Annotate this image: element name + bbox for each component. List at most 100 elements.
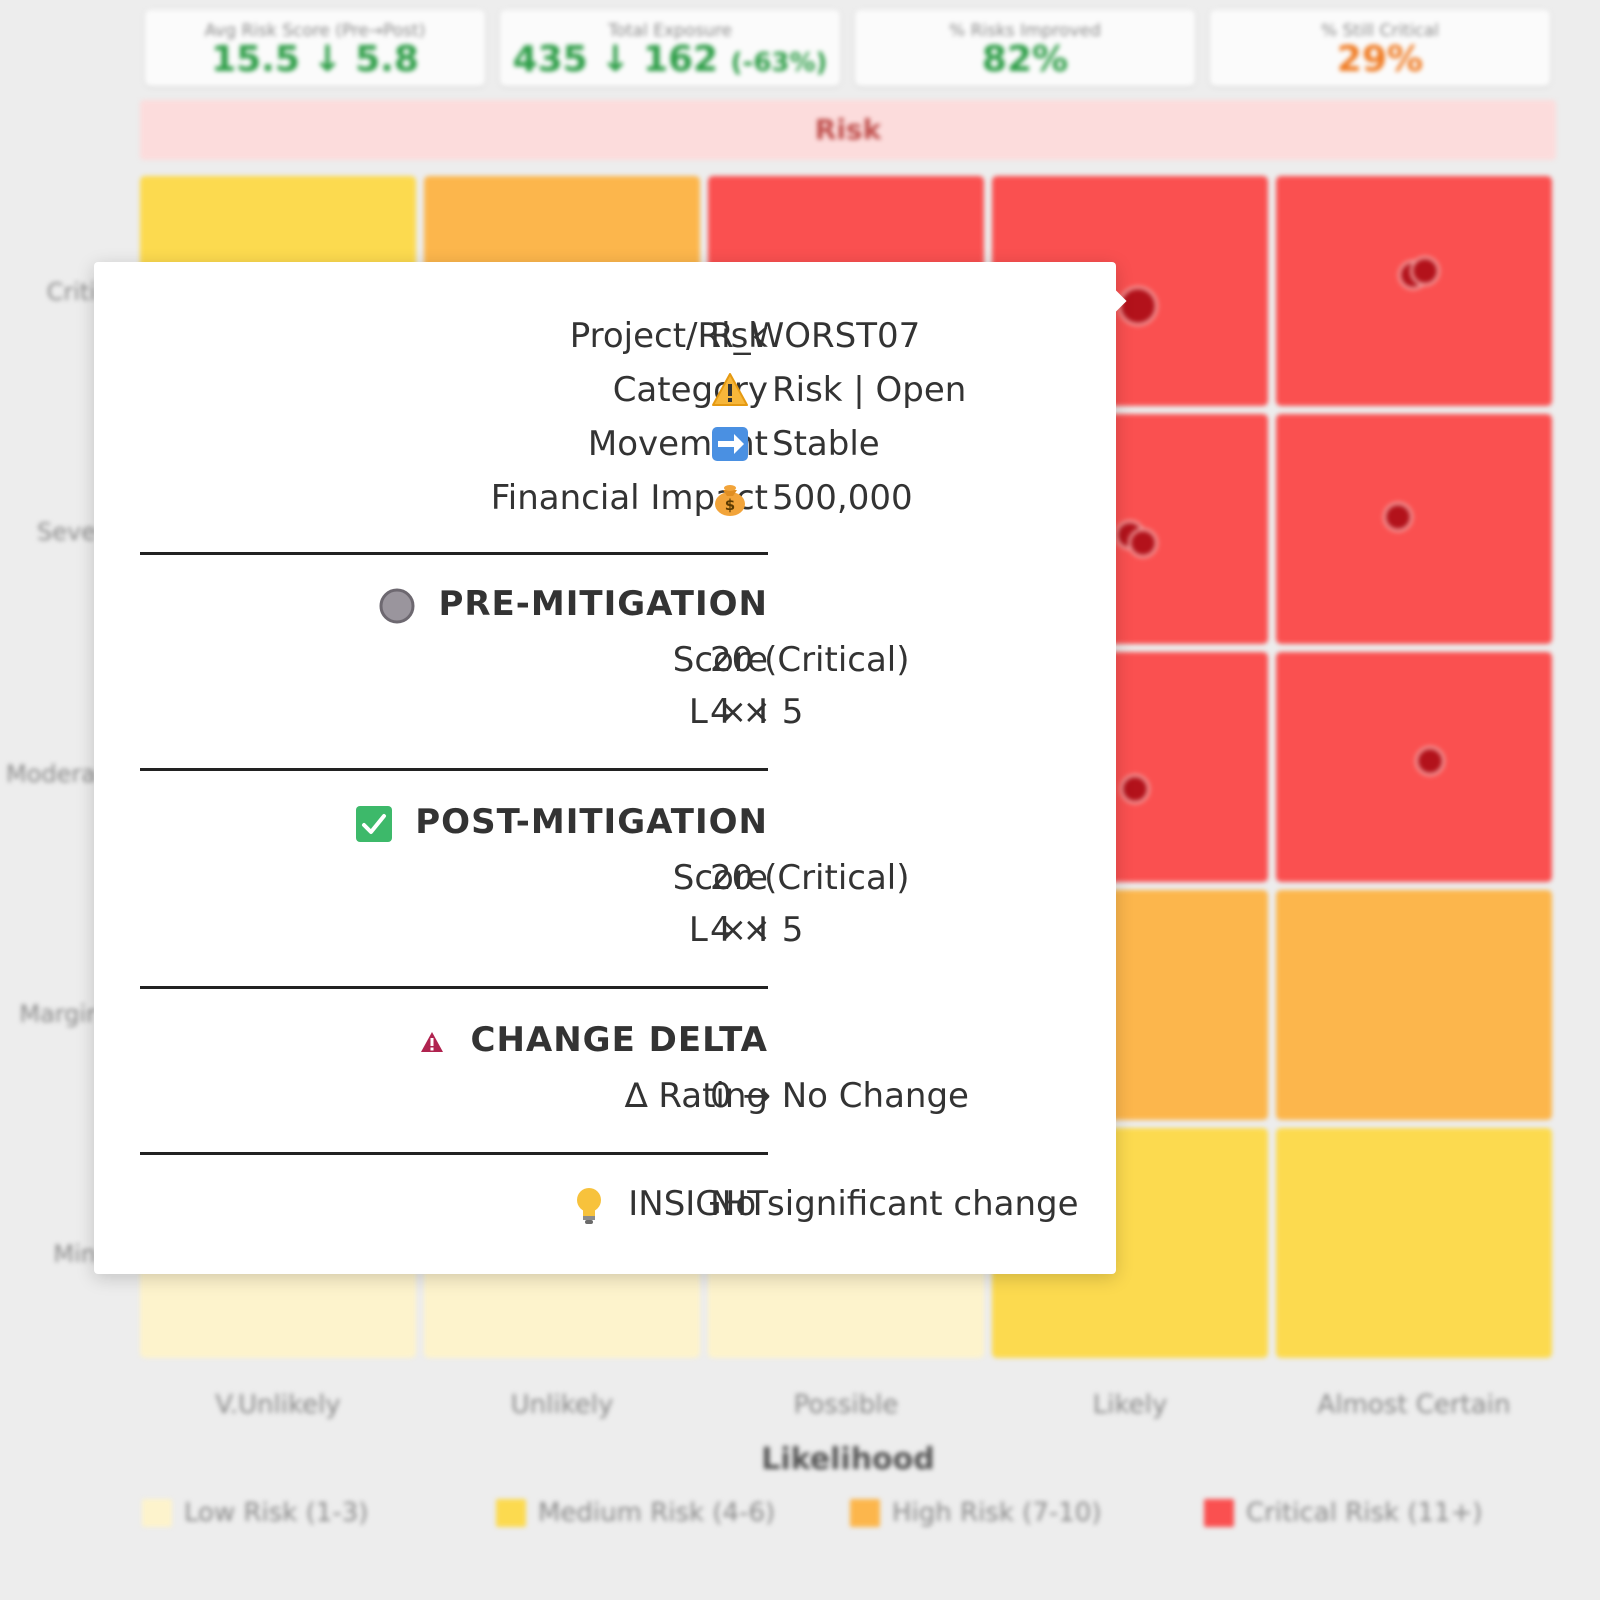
right-arrow-icon <box>712 427 748 461</box>
matrix-cell[interactable] <box>1276 1128 1552 1358</box>
tooltip-row-pre-lxi: L × I 4 × 5 <box>94 686 1116 738</box>
likelihood-axis-title: Likelihood <box>761 1442 935 1477</box>
impact-label: Margir <box>19 1000 96 1028</box>
matrix-title-band: Risk <box>140 100 1556 160</box>
tooltip-row-post-heading: POST-MITIGATION <box>94 796 1116 848</box>
kpi-card-risks-improved[interactable]: % Risks Improved 82% <box>855 10 1195 86</box>
risk-dot[interactable] <box>1120 774 1150 804</box>
post-heading-text: POST-MITIGATION <box>415 802 768 842</box>
tooltip-value: Risk | Open <box>710 364 966 416</box>
tooltip-value: 20 (Critical) <box>710 858 910 898</box>
pre-heading-text: PRE-MITIGATION <box>438 584 768 624</box>
tooltip-label: Movement <box>587 424 768 464</box>
risk-tooltip: Project/Risk R_WORST07 Category Risk | O… <box>94 262 1127 1274</box>
kpi-card-total-exposure[interactable]: Total Exposure 435 ↓ 162 (-63%) <box>500 10 840 86</box>
kpi-label: % Still Critical <box>1320 21 1440 41</box>
insight-label-text: INSIGHT <box>628 1184 768 1224</box>
legend-item-high[interactable]: High Risk (7-10) <box>850 1498 1101 1528</box>
legend-label: Medium Risk (4-6) <box>538 1498 776 1528</box>
risk-dot[interactable] <box>1415 746 1445 776</box>
financial-text: 500,000 <box>772 478 913 518</box>
warning-icon <box>712 373 748 406</box>
likelihood-label: Almost Certain <box>1317 1390 1511 1420</box>
warning-triangle-icon <box>420 1031 443 1052</box>
legend-swatch <box>850 1499 880 1527</box>
legend-label: Critical Risk (11+) <box>1246 1498 1483 1528</box>
matrix-cell[interactable] <box>1276 890 1552 1120</box>
tooltip-label: Score <box>672 640 768 680</box>
risk-dot[interactable] <box>1128 528 1158 558</box>
tooltip-label: L × I <box>688 910 768 950</box>
legend-item-critical[interactable]: Critical Risk (11+) <box>1204 1498 1483 1528</box>
kpi-value: 435 ↓ 162 (-63%) <box>500 40 840 83</box>
risk-dot[interactable] <box>1383 502 1413 532</box>
kpi-label: % Risks Improved <box>949 21 1101 41</box>
legend-label: Low Risk (1-3) <box>184 1498 369 1528</box>
tooltip-value: R_WORST07 <box>710 316 921 356</box>
likelihood-label: Possible <box>793 1390 899 1420</box>
tooltip-row-post-score: Score 20 (Critical) <box>94 852 1116 904</box>
tooltip-row-pre-score: Score 20 (Critical) <box>94 634 1116 686</box>
matrix-cell[interactable] <box>1276 414 1552 644</box>
grey-circle-icon <box>379 588 415 623</box>
likelihood-label: Unlikely <box>510 1390 614 1420</box>
tooltip-value: 0 → No Change <box>710 1076 969 1116</box>
legend-swatch <box>1204 1499 1234 1527</box>
tooltip-value: Stable <box>710 418 880 470</box>
tooltip-label: INSIGHT <box>148 1178 768 1230</box>
tooltip-divider <box>140 1152 768 1155</box>
tooltip-divider <box>140 768 768 771</box>
legend-label: High Risk (7-10) <box>892 1498 1102 1528</box>
tooltip-row-financial: Financial Impact $ 500,000 <box>94 472 1116 524</box>
kpi-value-main: 435 ↓ 162 <box>512 39 719 80</box>
tooltip-value: 4 × 5 <box>710 910 804 950</box>
tooltip-value: No significant change <box>710 1184 1079 1224</box>
likelihood-label: Likely <box>1092 1390 1168 1420</box>
likelihood-label: V.Unlikely <box>215 1390 341 1420</box>
kpi-label: Total Exposure <box>608 21 732 41</box>
impact-label: Min <box>53 1240 96 1268</box>
matrix-cell[interactable] <box>1276 652 1552 882</box>
tooltip-row-movement: Movement Stable <box>94 418 1116 470</box>
tooltip-row-post-lxi: L × I 4 × 5 <box>94 904 1116 956</box>
kpi-card-avg-score[interactable]: Avg Risk Score (Pre→Post) 15.5 ↓ 5.8 <box>145 10 485 86</box>
tooltip-divider <box>140 552 768 555</box>
impact-label: Modera <box>6 760 96 788</box>
kpi-label: Avg Risk Score (Pre→Post) <box>204 21 426 41</box>
tooltip-label: Project/Risk <box>569 316 768 356</box>
movement-text: Stable <box>772 424 880 464</box>
check-box-icon <box>356 805 393 842</box>
section-heading: POST-MITIGATION <box>148 796 768 848</box>
lightbulb-icon <box>577 1187 602 1224</box>
svg-text:$: $ <box>725 496 735 514</box>
tooltip-row-delta-rating: ∆ Rating 0 → No Change <box>94 1070 1116 1122</box>
tooltip-value: 4 × 5 <box>710 692 804 732</box>
impact-label: Seve <box>37 518 96 546</box>
tooltip-label: ∆ Rating <box>624 1076 768 1116</box>
kpi-value: 15.5 ↓ 5.8 <box>211 39 419 80</box>
kpi-card-still-critical[interactable]: % Still Critical 29% <box>1210 10 1550 86</box>
section-heading: PRE-MITIGATION <box>148 578 768 630</box>
legend-swatch <box>142 1499 172 1527</box>
tooltip-row-category: Category Risk | Open <box>94 364 1116 416</box>
section-heading: CHANGE DELTA <box>148 1014 768 1066</box>
kpi-value: 82% <box>981 39 1069 80</box>
impact-label: Criti <box>46 278 96 306</box>
tooltip-label: Financial Impact <box>490 478 768 518</box>
tooltip-row-project: Project/Risk R_WORST07 <box>94 310 1116 362</box>
kpi-value-suffix: (-63%) <box>730 48 828 78</box>
tooltip-value: $ 500,000 <box>710 472 913 524</box>
risk-dot[interactable] <box>1118 286 1158 326</box>
delta-heading-text: CHANGE DELTA <box>470 1020 768 1060</box>
legend-item-low[interactable]: Low Risk (1-3) <box>142 1498 368 1528</box>
matrix-cell[interactable] <box>1276 176 1552 406</box>
legend-item-medium[interactable]: Medium Risk (4-6) <box>496 1498 775 1528</box>
risk-dot[interactable] <box>1410 256 1440 286</box>
legend-swatch <box>496 1499 526 1527</box>
tooltip-row-delta-heading: CHANGE DELTA <box>94 1014 1116 1066</box>
money-bag-icon: $ <box>715 485 745 516</box>
tooltip-value: 20 (Critical) <box>710 640 910 680</box>
tooltip-label: L × I <box>688 692 768 732</box>
tooltip-row-insight: INSIGHT No significant change <box>94 1178 1116 1230</box>
